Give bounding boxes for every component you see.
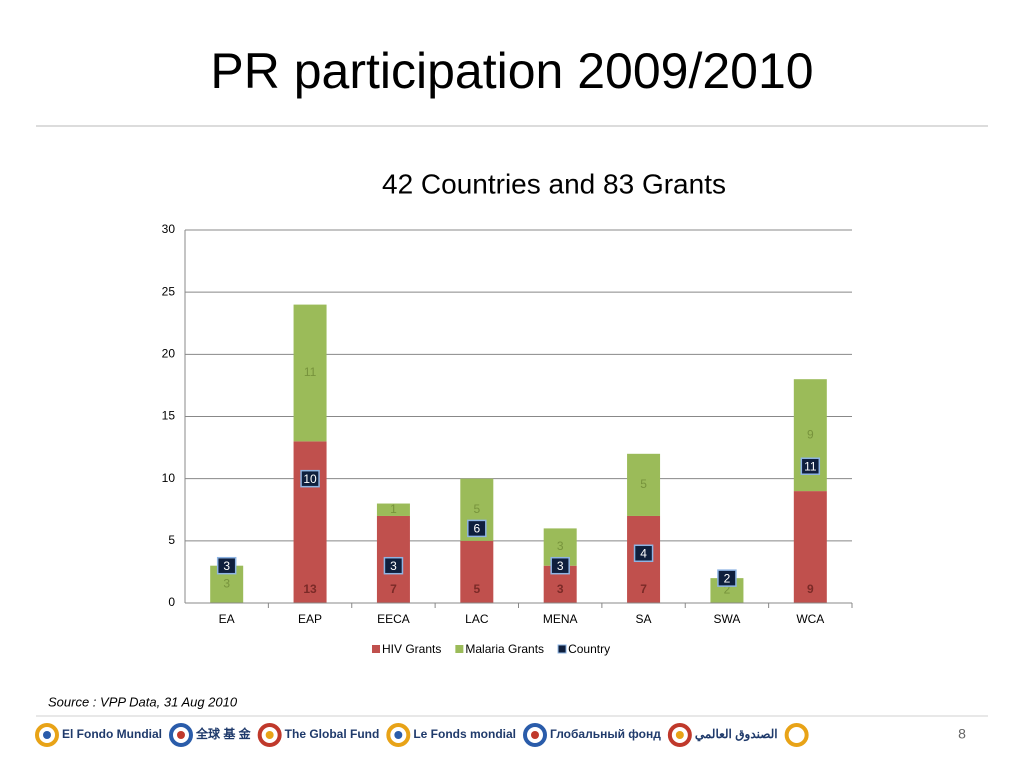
y-tick-label: 0 (168, 595, 175, 609)
logo-text: The Global Fund (285, 727, 380, 741)
country-label: 3 (557, 559, 564, 573)
logo-icon (531, 731, 539, 739)
y-tick-label: 20 (162, 347, 176, 361)
bar-segment (376, 503, 410, 516)
x-tick-label: MENA (543, 612, 578, 626)
y-tick-label: 10 (162, 471, 176, 485)
legend-swatch (372, 645, 380, 653)
country-marker (383, 556, 404, 575)
x-tick-label: LAC (465, 612, 489, 626)
x-tick-label: EAP (298, 612, 322, 626)
country-label: 2 (724, 571, 731, 585)
country-label: 10 (303, 472, 317, 486)
bar-segment (793, 491, 827, 603)
y-tick-label: 30 (162, 222, 176, 236)
legend-label: Malaria Grants (465, 642, 544, 656)
logo-icon (257, 723, 282, 747)
value-label: 13 (303, 582, 317, 596)
y-tick-label: 25 (162, 284, 176, 298)
country-label: 3 (223, 559, 230, 573)
logo-icon (176, 731, 185, 739)
bar-segment (460, 540, 494, 603)
logo-icon (784, 723, 809, 747)
x-tick-label: SA (636, 612, 652, 626)
country-marker (467, 519, 487, 538)
country-marker (800, 457, 821, 475)
value-label: 3 (557, 539, 564, 553)
logo-icon (265, 731, 274, 739)
logo-icon (667, 723, 692, 747)
value-label: 7 (390, 582, 397, 596)
country-marker (216, 556, 237, 575)
x-tick-label: SWA (713, 612, 740, 626)
logo-icon (675, 731, 684, 739)
y-tick-label: 15 (162, 409, 176, 423)
value-label: 5 (473, 582, 480, 596)
legend-swatch (455, 645, 464, 653)
value-label: 1 (390, 502, 397, 516)
value-label: 11 (304, 365, 317, 379)
x-tick-label: EA (219, 612, 235, 626)
logo-icon (168, 723, 193, 747)
value-label: 5 (473, 502, 480, 516)
country-marker (633, 544, 654, 563)
country-marker (550, 556, 570, 575)
logo-icon (386, 723, 411, 747)
value-label: 9 (807, 427, 814, 441)
legend-swatch (557, 644, 567, 654)
logo-icon (43, 731, 51, 739)
country-label: 3 (390, 559, 397, 573)
logo-text: Le Fonds mondial (413, 727, 516, 741)
value-label: 2 (724, 583, 731, 597)
legend-label: HIV Grants (382, 642, 441, 656)
x-tick-label: EECA (377, 612, 410, 626)
y-tick-label: 5 (168, 533, 175, 547)
value-label: 3 (223, 577, 230, 591)
x-tick-label: WCA (796, 612, 824, 626)
logo-text: الصندوق العالمي (695, 727, 778, 742)
logo-text: 全球 基 金 (195, 726, 252, 741)
logo-icon (35, 723, 59, 747)
country-label: 4 (640, 546, 647, 560)
chart-title: 42 Countries and 83 Grants (382, 168, 726, 199)
page-number: 8 (958, 726, 966, 742)
legend-label: Country (568, 642, 610, 656)
logo-icon (523, 723, 547, 747)
country-label: 6 (473, 522, 480, 536)
slide-title: PR participation 2009/2010 (210, 43, 813, 99)
value-label: 5 (640, 477, 647, 491)
value-label: 7 (640, 582, 647, 596)
bar-segment (293, 304, 327, 442)
country-marker (300, 469, 320, 488)
value-label: 3 (557, 582, 564, 596)
logo-text: Глобальный фонд (550, 727, 661, 741)
value-label: 9 (807, 582, 814, 596)
bar-segment (627, 453, 661, 516)
logo-icon (394, 731, 403, 739)
logo-text: El Fondo Mundial (62, 727, 162, 741)
source: Source : VPP Data, 31 Aug 2010 (48, 694, 238, 709)
bar-segment (293, 441, 327, 603)
country-marker (717, 569, 737, 587)
country-label: 11 (804, 459, 817, 473)
